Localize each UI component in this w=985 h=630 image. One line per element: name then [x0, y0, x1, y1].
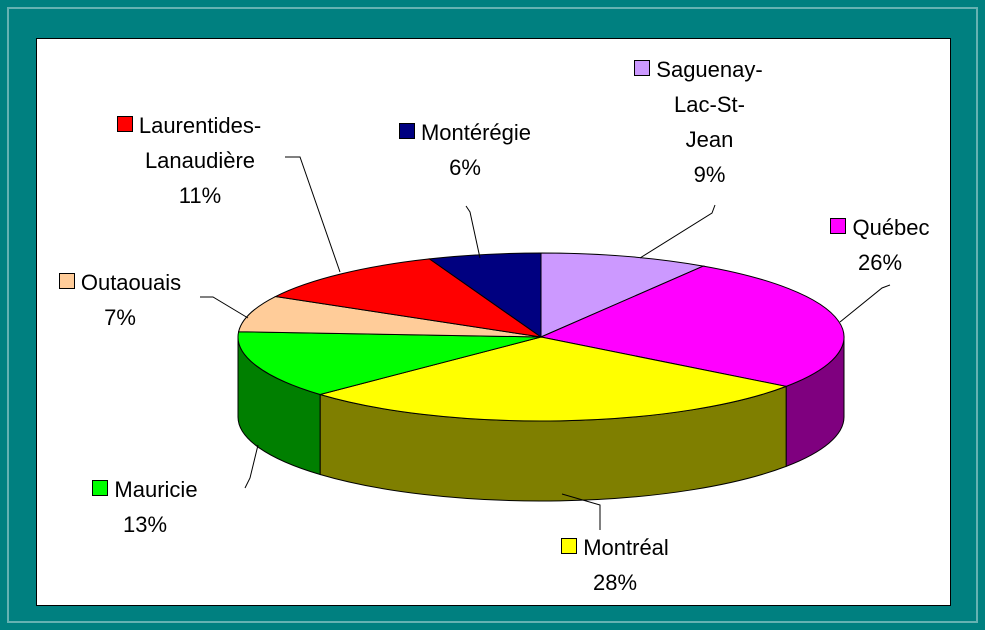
category-label: Laurentides-Lanaudière [138, 113, 262, 173]
legend-swatch [561, 538, 578, 554]
percent-label: 7% [104, 305, 136, 330]
outer-border [7, 7, 978, 623]
percent-label: 11% [178, 183, 222, 208]
legend-swatch [58, 273, 75, 289]
category-label: Montréal [583, 535, 669, 560]
legend-swatch [830, 218, 847, 234]
leader-line [639, 204, 716, 259]
data-label: Outaouais 7% [40, 265, 200, 335]
slice [237, 331, 542, 396]
data-label: Montréal 28% [530, 530, 700, 600]
leader-line [244, 444, 259, 489]
data-label: Québec 26% [820, 210, 940, 280]
leader-line [285, 156, 341, 273]
legend-swatch [634, 60, 651, 76]
slice [237, 296, 542, 338]
leader-line [561, 493, 601, 530]
data-label: Montérégie 6% [370, 115, 560, 185]
data-label: Mauricie 13% [60, 472, 230, 542]
leader-lines [200, 156, 891, 530]
legend-swatch [398, 123, 415, 139]
percent-label: 9% [693, 162, 726, 187]
data-label: Laurentides-Lanaudière 11% [116, 108, 270, 213]
slice [428, 252, 542, 338]
slice [539, 265, 845, 387]
leader-line [839, 284, 891, 323]
category-label: Québec [852, 215, 930, 240]
category-label: Montérégie [420, 120, 532, 145]
slice [273, 258, 542, 338]
percent-label: 28% [592, 570, 638, 595]
percent-label: 13% [122, 512, 168, 537]
pie [237, 252, 845, 502]
slice [318, 336, 788, 422]
category-label: Outaouais [80, 270, 182, 295]
leader-line [200, 296, 249, 319]
legend-swatch [116, 116, 133, 132]
leader-line [465, 205, 481, 259]
data-label: Saguenay-Lac-St-Jean 9% [634, 52, 767, 192]
category-label: Mauricie [114, 477, 198, 502]
percent-label: 26% [857, 250, 903, 275]
category-label: Saguenay-Lac-St-Jean [656, 57, 763, 152]
percent-label: 6% [449, 155, 481, 180]
slice [540, 252, 706, 338]
legend-swatch [92, 480, 109, 496]
